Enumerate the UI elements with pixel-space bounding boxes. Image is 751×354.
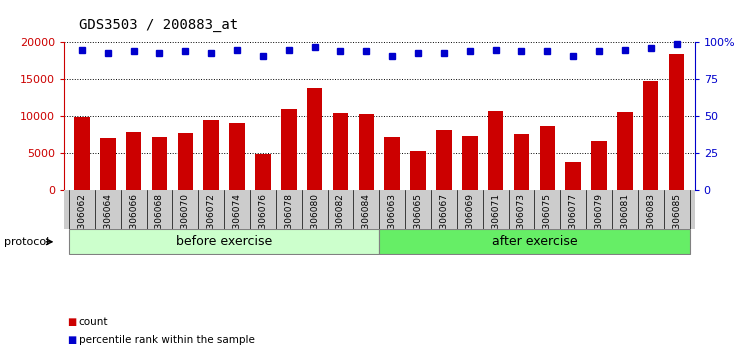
Bar <box>643 81 659 189</box>
Text: after exercise: after exercise <box>492 235 578 248</box>
Text: GSM306071: GSM306071 <box>491 193 500 249</box>
Bar <box>126 132 141 189</box>
Text: GSM306067: GSM306067 <box>439 193 448 249</box>
Text: count: count <box>79 317 108 327</box>
Bar <box>410 151 426 189</box>
Text: GSM306065: GSM306065 <box>414 193 423 249</box>
Bar <box>177 133 193 189</box>
Bar <box>379 229 689 255</box>
Bar <box>488 111 503 189</box>
Bar <box>307 88 322 189</box>
Text: GSM306076: GSM306076 <box>258 193 267 249</box>
Bar <box>281 109 297 189</box>
Text: GSM306069: GSM306069 <box>465 193 474 249</box>
Text: GSM306066: GSM306066 <box>129 193 138 249</box>
Bar <box>69 229 379 255</box>
Text: GSM306070: GSM306070 <box>181 193 190 249</box>
Text: protocol: protocol <box>4 237 49 247</box>
Bar <box>514 135 529 189</box>
Text: GSM306074: GSM306074 <box>233 193 242 248</box>
Text: GSM306084: GSM306084 <box>362 193 371 248</box>
Text: before exercise: before exercise <box>176 235 273 248</box>
Bar <box>74 117 89 189</box>
Text: GDS3503 / 200883_at: GDS3503 / 200883_at <box>79 18 238 32</box>
Text: GSM306081: GSM306081 <box>620 193 629 249</box>
Bar <box>204 120 219 189</box>
Bar <box>229 123 245 189</box>
Bar <box>333 113 348 189</box>
Bar <box>462 136 478 189</box>
Bar <box>255 154 270 189</box>
Text: GSM306079: GSM306079 <box>595 193 604 249</box>
Text: GSM306068: GSM306068 <box>155 193 164 249</box>
Text: GSM306082: GSM306082 <box>336 193 345 248</box>
Bar <box>436 130 451 189</box>
Text: percentile rank within the sample: percentile rank within the sample <box>79 335 255 345</box>
Text: GSM306063: GSM306063 <box>388 193 397 249</box>
Bar <box>591 141 607 189</box>
Text: GSM306078: GSM306078 <box>285 193 294 249</box>
Text: GSM306075: GSM306075 <box>543 193 552 249</box>
Text: GSM306073: GSM306073 <box>517 193 526 249</box>
Bar <box>385 137 400 189</box>
Text: ■: ■ <box>68 317 77 327</box>
Text: GSM306064: GSM306064 <box>104 193 113 248</box>
Text: GSM306085: GSM306085 <box>672 193 681 249</box>
Bar <box>539 126 555 189</box>
Bar <box>100 138 116 189</box>
Text: GSM306080: GSM306080 <box>310 193 319 249</box>
Text: GSM306083: GSM306083 <box>646 193 655 249</box>
Bar <box>358 114 374 189</box>
Text: ■: ■ <box>68 335 77 345</box>
Bar <box>669 53 684 189</box>
Text: GSM306062: GSM306062 <box>77 193 86 248</box>
Bar <box>566 161 581 189</box>
Text: GSM306072: GSM306072 <box>207 193 216 248</box>
Text: GSM306077: GSM306077 <box>569 193 578 249</box>
Bar <box>617 112 632 189</box>
Bar <box>152 137 167 189</box>
